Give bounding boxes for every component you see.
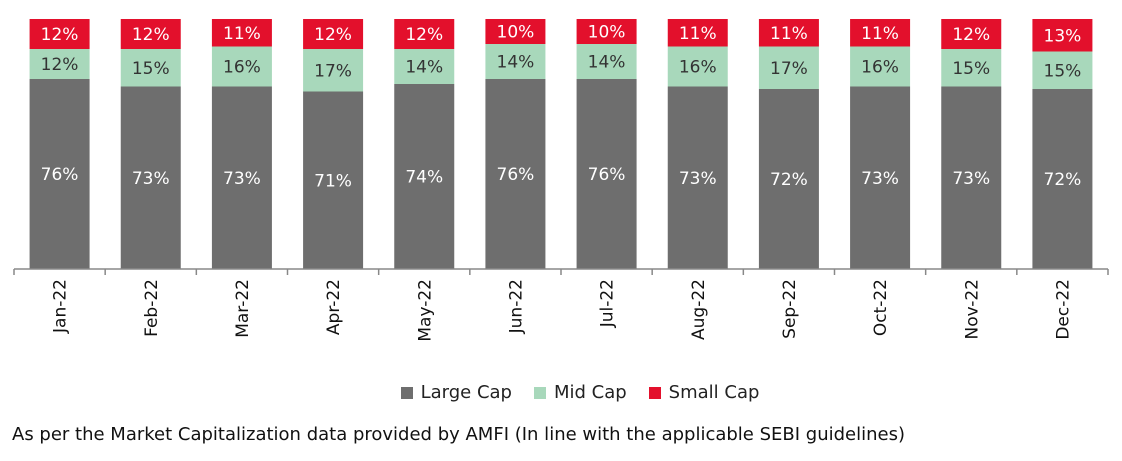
bar-mid-cap-mar-22 (211, 46, 272, 87)
data-label-mid-cap-apr-22: 17% (314, 61, 352, 81)
x-tick-label-jan-22: Jan-22 (51, 279, 71, 334)
x-tick-label-mar-22: Mar-22 (233, 279, 253, 338)
data-label-small-cap-feb-22: 12% (132, 25, 170, 45)
legend-item-mid-cap: Mid Cap (533, 382, 627, 403)
x-tick-label-apr-22: Apr-22 (324, 279, 344, 335)
x-tick-label-sep-22: Sep-22 (780, 279, 800, 339)
data-label-large-cap-jan-22: 76% (41, 165, 79, 185)
data-label-large-cap-nov-22: 73% (952, 169, 990, 189)
data-label-small-cap-dec-22: 13% (1044, 26, 1082, 46)
bar-mid-cap-aug-22 (667, 46, 728, 87)
bar-large-cap-dec-22 (1032, 89, 1093, 269)
bar-large-cap-may-22 (394, 84, 455, 269)
stacked-bar-chart: 76% 12% 12% Jan-22 73% 15% 12% Feb-22 73% 16% 11% M… (13, 19, 1109, 342)
data-label-small-cap-aug-22: 11% (679, 24, 717, 44)
bar-mid-cap-nov-22 (941, 49, 1002, 87)
bar-large-cap-oct-22 (850, 86, 911, 269)
data-label-small-cap-mar-22: 11% (223, 24, 261, 44)
data-label-small-cap-oct-22: 11% (861, 24, 899, 44)
bar-small-cap-jun-22 (485, 19, 546, 44)
legend-label-mid-cap: Mid Cap (553, 382, 627, 403)
data-label-large-cap-sep-22: 72% (770, 170, 808, 190)
data-label-large-cap-may-22: 74% (405, 168, 443, 188)
footnote: As per the Market Capitalization data pr… (12, 424, 905, 445)
bar-mid-cap-jun-22 (485, 44, 546, 79)
data-label-mid-cap-jul-22: 14% (588, 53, 626, 73)
data-label-large-cap-jun-22: 76% (497, 165, 535, 185)
bar-small-cap-may-22 (394, 19, 455, 49)
legend-item-small-cap: Small Cap (648, 382, 760, 403)
bar-small-cap-apr-22 (303, 19, 364, 49)
data-label-small-cap-nov-22: 12% (952, 25, 990, 45)
bar-large-cap-apr-22 (303, 91, 364, 269)
data-label-mid-cap-oct-22: 16% (861, 58, 899, 78)
x-tick-label-oct-22: Oct-22 (871, 279, 891, 336)
bar-large-cap-nov-22 (941, 86, 1002, 269)
bar-small-cap-aug-22 (667, 19, 728, 47)
data-label-large-cap-dec-22: 72% (1044, 170, 1082, 190)
bar-small-cap-sep-22 (758, 19, 819, 47)
data-label-small-cap-jun-22: 10% (497, 23, 535, 43)
bar-mid-cap-apr-22 (303, 49, 364, 92)
x-tick-label-feb-22: Feb-22 (142, 279, 162, 337)
data-label-large-cap-jul-22: 76% (588, 165, 626, 185)
bar-mid-cap-may-22 (394, 49, 455, 84)
bar-small-cap-mar-22 (211, 19, 272, 47)
bar-large-cap-mar-22 (211, 86, 272, 269)
bar-mid-cap-sep-22 (758, 46, 819, 89)
bar-mid-cap-feb-22 (120, 49, 181, 87)
bar-large-cap-sep-22 (758, 89, 819, 269)
legend-swatch-mid-cap (533, 386, 546, 399)
bar-small-cap-jul-22 (576, 19, 637, 44)
data-label-small-cap-may-22: 12% (405, 25, 443, 45)
legend-swatch-large-cap (400, 386, 413, 399)
bar-small-cap-nov-22 (941, 19, 1002, 49)
x-tick-label-may-22: May-22 (415, 279, 435, 342)
data-label-mid-cap-dec-22: 15% (1044, 61, 1082, 81)
bar-small-cap-jan-22 (29, 19, 90, 49)
bar-mid-cap-jul-22 (576, 44, 637, 79)
legend-label-large-cap: Large Cap (420, 382, 512, 403)
bar-small-cap-feb-22 (120, 19, 181, 49)
data-label-mid-cap-aug-22: 16% (679, 58, 717, 78)
data-label-large-cap-oct-22: 73% (861, 169, 899, 189)
data-label-small-cap-jan-22: 12% (41, 25, 79, 45)
legend-swatch-small-cap (648, 386, 661, 399)
bar-large-cap-feb-22 (120, 86, 181, 269)
data-label-large-cap-aug-22: 73% (679, 169, 717, 189)
data-label-large-cap-feb-22: 73% (132, 169, 170, 189)
legend-label-small-cap: Small Cap (668, 382, 760, 403)
data-label-mid-cap-feb-22: 15% (132, 59, 170, 79)
bar-small-cap-dec-22 (1032, 19, 1093, 52)
data-label-mid-cap-nov-22: 15% (952, 59, 990, 79)
x-tick-label-aug-22: Aug-22 (689, 279, 709, 340)
data-label-small-cap-sep-22: 11% (770, 24, 808, 44)
data-label-small-cap-apr-22: 12% (314, 25, 352, 45)
legend-item-large-cap: Large Cap (400, 382, 512, 403)
bar-large-cap-jul-22 (576, 79, 637, 269)
data-label-large-cap-apr-22: 71% (314, 171, 352, 191)
x-tick-label-jun-22: Jun-22 (506, 279, 526, 334)
bar-small-cap-oct-22 (850, 19, 911, 47)
x-tick-label-jul-22: Jul-22 (598, 279, 618, 328)
bar-mid-cap-jan-22 (29, 49, 90, 79)
x-tick-label-nov-22: Nov-22 (962, 279, 982, 340)
data-label-mid-cap-jun-22: 14% (497, 53, 535, 73)
bar-large-cap-aug-22 (667, 86, 728, 269)
legend: Large Cap Mid Cap Small Cap (0, 382, 1122, 403)
data-label-mid-cap-sep-22: 17% (770, 59, 808, 79)
bar-mid-cap-dec-22 (1032, 51, 1093, 89)
bar-mid-cap-oct-22 (850, 46, 911, 87)
data-label-large-cap-mar-22: 73% (223, 169, 261, 189)
data-label-mid-cap-mar-22: 16% (223, 58, 261, 78)
data-label-small-cap-jul-22: 10% (588, 23, 626, 43)
bar-large-cap-jan-22 (29, 79, 90, 269)
data-label-mid-cap-may-22: 14% (405, 58, 443, 78)
x-tick-label-dec-22: Dec-22 (1053, 279, 1073, 340)
data-label-mid-cap-jan-22: 12% (41, 55, 79, 75)
bar-large-cap-jun-22 (485, 79, 546, 269)
